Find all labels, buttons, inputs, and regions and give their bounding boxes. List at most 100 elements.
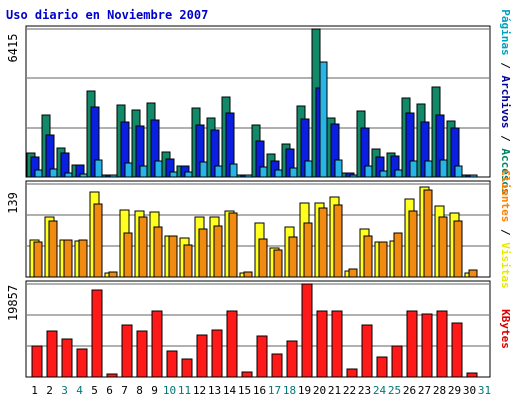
panel-2-bar-clientes: [288, 236, 298, 278]
x-tick-label: 23: [358, 384, 371, 397]
panel-1-legend-item: /: [499, 56, 512, 76]
panel-2-bar-clientes: [468, 269, 478, 278]
panel-3-bar-kbytes: [406, 310, 418, 378]
panel-2-bar-clientes: [168, 235, 178, 278]
panel-2-bar-clientes: [348, 268, 358, 278]
panel-2-bar-clientes: [93, 203, 103, 278]
panel-2-legend: Clientes / Visitas: [499, 169, 512, 288]
x-tick-label: 15: [238, 384, 251, 397]
panel-3-bar-kbytes: [151, 310, 163, 378]
panel-2-bar-clientes: [123, 232, 133, 278]
panel-3-bar-kbytes: [211, 329, 223, 378]
x-tick-label: 29: [448, 384, 461, 397]
panel-3-bar-kbytes: [241, 371, 253, 378]
panel-3-bar-kbytes: [166, 350, 178, 378]
x-tick-label: 1: [31, 384, 38, 397]
x-tick-label: 9: [151, 384, 158, 397]
x-tick-label: 18: [283, 384, 296, 397]
panel-2-legend-item: Clientes: [499, 169, 512, 222]
x-tick-label: 26: [403, 384, 416, 397]
panel-3-bar-kbytes: [271, 353, 283, 378]
x-tick-label: 14: [223, 384, 237, 397]
panel-1-bar-pginas: [169, 171, 178, 178]
panel-1-bar-pginas: [304, 160, 313, 178]
panel-1-bar-pginas: [289, 167, 298, 178]
panel-1-bar-pginas: [469, 174, 478, 178]
panel-3-bar-kbytes: [91, 289, 103, 378]
panel-2-bar-clientes: [333, 204, 343, 278]
panel-2-legend-item: Visitas: [499, 242, 512, 288]
panel-2-bar-clientes: [378, 241, 388, 278]
panel-3-bar-kbytes: [181, 358, 193, 378]
panel-2-bar-clientes: [198, 228, 208, 278]
panel-1-bar-pginas: [379, 170, 388, 178]
panel-2-bar-clientes: [303, 222, 313, 278]
panel-3-bar-kbytes: [466, 372, 478, 378]
panel-1-bar-pginas: [214, 165, 223, 178]
panel-1-bar-pginas: [244, 174, 253, 178]
panel-3-bar-kbytes: [316, 310, 328, 378]
panel-1-bar-pginas: [274, 169, 283, 178]
panel-3-bar-kbytes: [361, 324, 373, 378]
x-tick-label: 6: [106, 384, 113, 397]
panel-2-bar-clientes: [108, 271, 118, 278]
panel-1-bar-pginas: [49, 168, 58, 178]
panel-1-bar-pginas: [94, 159, 103, 178]
panel-2-bar-clientes: [33, 241, 43, 278]
panel-1-bar-pginas: [334, 159, 343, 178]
panel-2-bar-clientes: [453, 220, 463, 278]
panel-1-ymax-label: 6415: [6, 34, 20, 63]
panel-3-bar-kbytes: [376, 356, 388, 378]
panel-2-bar-clientes: [228, 212, 238, 278]
panel-1-legend-item: Accesos: [499, 148, 512, 194]
panel-1-bar-pginas: [229, 163, 238, 178]
x-tick-label: 10: [163, 384, 176, 397]
panel-3-bar-kbytes: [61, 338, 73, 378]
panel-3-bar-kbytes: [286, 340, 298, 378]
panel-1-bar-pginas: [409, 160, 418, 178]
x-tick-label: 21: [328, 384, 341, 397]
panel-2-ymax-label: 139: [6, 192, 20, 214]
panel-1-bar-pginas: [259, 166, 268, 178]
panel-3-bar-kbytes: [31, 345, 43, 378]
panel-1-bar-pginas: [139, 165, 148, 178]
panel-1-bar-pginas: [79, 173, 88, 178]
panel-1-bar-pginas: [34, 169, 43, 178]
panel-2-bar-clientes: [258, 238, 268, 278]
x-tick-label: 28: [433, 384, 446, 397]
panel-3-bar-kbytes: [451, 322, 463, 378]
panel-3-bar-kbytes: [196, 334, 208, 378]
x-tick-label: 8: [136, 384, 143, 397]
panel-1-bar-pginas: [439, 159, 448, 178]
panel-1-bar-pginas: [124, 162, 133, 178]
panel-3-bar-kbytes: [106, 373, 118, 378]
panel-3-bar-kbytes: [136, 330, 148, 378]
panel-3-legend-item: KBytes: [499, 309, 512, 349]
panel-2-bar-clientes: [63, 239, 73, 278]
panel-3-ymax-label: 19857: [6, 285, 20, 321]
panel-2-bar-clientes: [363, 235, 373, 278]
x-tick-label: 12: [193, 384, 206, 397]
panel-1-bar-pginas: [199, 161, 208, 178]
panel-1-legend-item: Páginas: [499, 9, 512, 55]
panel-1-legend-item: Archivos: [499, 76, 512, 129]
panel-1-bar-pginas: [109, 174, 118, 178]
panel-3-bar-kbytes: [76, 348, 88, 378]
panel-3-bar-kbytes: [421, 313, 433, 378]
x-tick-label: 3: [61, 384, 68, 397]
panel-2-bar-clientes: [213, 225, 223, 278]
panel-3-bar-kbytes: [46, 330, 58, 378]
x-tick-label: 25: [388, 384, 401, 397]
panel-2-bar-clientes: [408, 210, 418, 278]
x-tick-label: 16: [253, 384, 266, 397]
chart-title: Uso diario en Noviembre 2007: [6, 8, 208, 22]
panel-1-bar-pginas: [394, 169, 403, 178]
panel-1-bar-pginas: [454, 165, 463, 178]
panel-2-bar-clientes: [153, 226, 163, 278]
panel-3-bar-kbytes: [256, 335, 268, 378]
panel-2-bar-clientes: [318, 207, 328, 278]
x-tick-label: 17: [268, 384, 281, 397]
panel-3-bar-kbytes: [301, 283, 313, 378]
